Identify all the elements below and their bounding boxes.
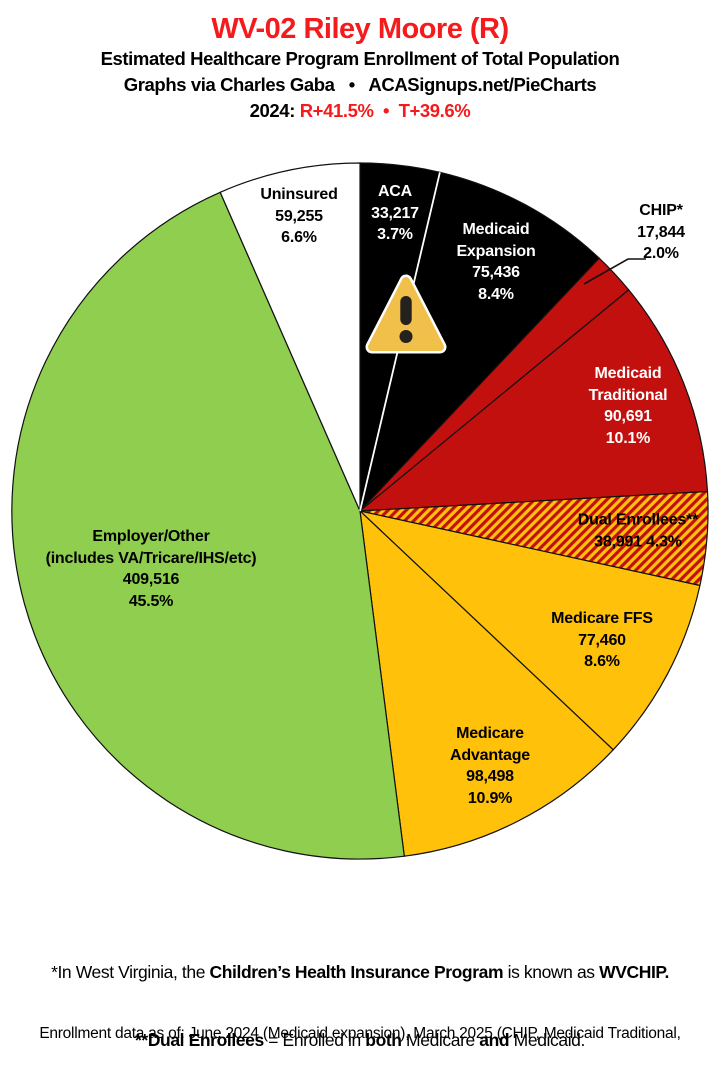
slice-label-medicare-advantage: Medicare Advantage 98,498 10.9% [450, 725, 530, 807]
pie-slice-medicaid-traditional [358, 289, 709, 512]
source-block: Enrollment data as of: June 2024 (Medica… [0, 985, 720, 1070]
slice-label-employer-other-includes-va-tricare-ihs-etc: Employer/Other (includes VA/Tricare/IHS/e… [45, 528, 257, 610]
footnote-dual: **Dual Enrollees = Enrolled in both Medi… [135, 1029, 585, 1050]
slice-label-medicaid-traditional: Medicaid Traditional 90,691 10.1% [588, 365, 668, 447]
pie-slice-medicare-advantage [359, 509, 615, 857]
footnote-chip: *In West Virginia, the Children’s Health… [51, 962, 669, 982]
byline: Graphs via Charles Gaba • ACASignups.net… [123, 74, 597, 95]
slice-label-chip: CHIP* 17,844 2.0% [637, 201, 685, 262]
footnote-block: *In West Virginia, the Children’s Health… [0, 916, 720, 1070]
pie-slice-medicaid-expansion [358, 171, 601, 514]
warning-exclamation-bar [400, 296, 412, 325]
slice-label-dual-enrollees: Dual Enrollees** 38,991 4.3% [577, 511, 699, 551]
slice-label-medicaid-expansion: Medicaid Expansion 75,436 8.4% [456, 221, 536, 303]
warning-exclamation-dot [399, 330, 413, 343]
warning-icon [365, 274, 447, 354]
source-line: Enrollment data as of: June 2024 (Medica… [39, 1025, 681, 1042]
partisan-lean-line: 2024: R+41.5% • T+39.6% [249, 100, 471, 121]
pie-slice-medicare-ffs [358, 509, 701, 751]
pie-slice-uninsured [219, 162, 361, 512]
slice-label-aca: ACA 33,217 3.7% [371, 182, 419, 243]
pie-slice-employer-other-includes-va-tricare-ihs-etc [11, 191, 405, 860]
slice-label-medicare-ffs: Medicare FFS 77,460 8.6% [551, 609, 653, 670]
leader-line-chip [583, 258, 646, 285]
subtitle: Estimated Healthcare Program Enrollment … [100, 48, 620, 69]
slice-label-uninsured: Uninsured 59,255 6.6% [260, 185, 338, 246]
page-title: WV-02 Riley Moore (R) [211, 13, 509, 45]
